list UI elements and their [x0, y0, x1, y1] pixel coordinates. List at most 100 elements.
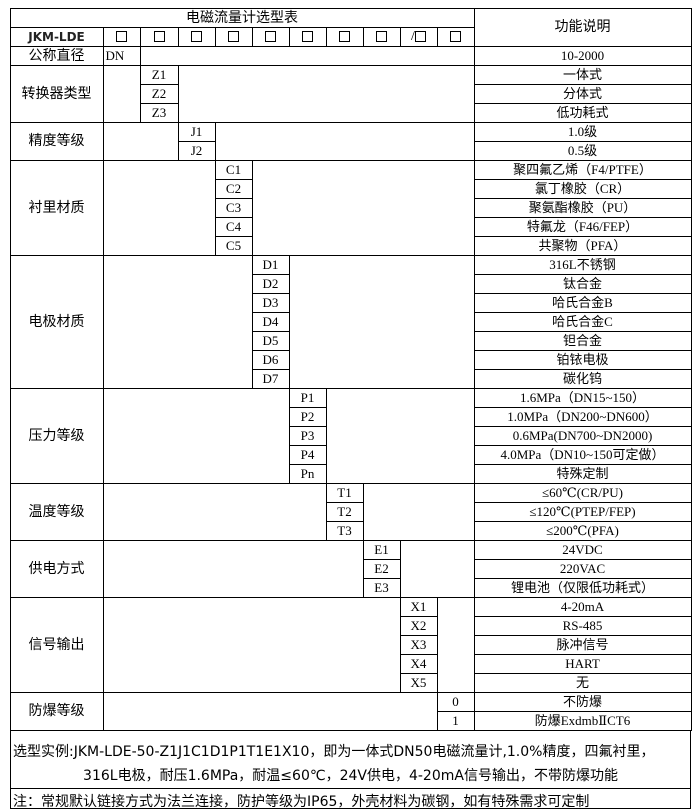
option-description: RS-485	[473, 615, 692, 636]
option-code: X5	[399, 672, 438, 693]
option-code: X3	[399, 634, 438, 655]
option-description: 钛合金	[473, 273, 692, 294]
option-description: 氯丁橡胶（CR）	[473, 178, 692, 199]
option-code: D7	[251, 368, 290, 389]
option-code: X4	[399, 653, 438, 674]
option-description: 1.0级	[473, 121, 692, 142]
option-code: T3	[325, 520, 364, 541]
blank-cell	[325, 387, 475, 484]
code-slot	[436, 26, 475, 47]
option-code: X1	[399, 596, 438, 617]
option-code: C2	[214, 178, 253, 199]
code-slot	[251, 26, 290, 47]
option-code: Z1	[139, 64, 179, 85]
code-slot	[102, 26, 141, 47]
option-code: X2	[399, 615, 438, 636]
option-description: ≤200℃(PFA)	[473, 520, 692, 541]
option-code: 1	[436, 710, 475, 731]
option-description: 哈氏合金B	[473, 292, 692, 313]
option-code: 0	[436, 691, 475, 712]
option-code: C1	[214, 159, 253, 180]
group-label: 精度等级	[9, 121, 104, 161]
option-description: 聚氨酯橡胶（PU）	[473, 197, 692, 218]
empty-box-icon	[116, 31, 127, 42]
option-code: T2	[325, 501, 364, 522]
option-code: D6	[251, 349, 290, 370]
option-description: 碳化钨	[473, 368, 692, 389]
function-header: 功能说明	[473, 7, 692, 47]
option-code: C5	[214, 235, 253, 256]
blank-cell	[288, 254, 475, 389]
blank-cell	[139, 45, 475, 66]
group-label: 电极材质	[9, 254, 104, 389]
empty-box-icon	[302, 31, 313, 42]
option-code: C4	[214, 216, 253, 237]
option-description: 0.6MPa(DN700~DN2000)	[473, 425, 692, 446]
example-line-1: 选型实例:JKM-LDE-50-Z1J1C1D1P1T1E1X10，即为一体式D…	[13, 744, 655, 760]
option-description: 4.0MPa（DN10~150可定做）	[473, 444, 692, 465]
code-slot	[214, 26, 253, 47]
example-line-2: 316L电极，耐压1.6MPa，耐温≤60℃，24V供电，4-20mA信号输出，…	[83, 768, 618, 784]
nominal-diameter-code: DN	[102, 45, 141, 66]
group-label: 转换器类型	[9, 64, 104, 123]
option-description: ≤60℃(CR/PU)	[473, 482, 692, 503]
empty-box-icon	[376, 31, 387, 42]
blank-cell	[102, 691, 438, 731]
option-code: D1	[251, 254, 290, 275]
blank-cell	[177, 64, 475, 123]
blank-cell	[102, 539, 364, 598]
option-code: E1	[362, 539, 401, 560]
option-code: T1	[325, 482, 364, 503]
option-description: 低功耗式	[473, 102, 692, 123]
option-code: D5	[251, 330, 290, 351]
blank-cell	[102, 121, 179, 161]
blank-cell	[362, 482, 475, 541]
code-slot	[288, 26, 327, 47]
model-prefix: JKM-LDE	[9, 26, 104, 47]
option-code: P3	[288, 425, 327, 446]
empty-box-icon	[191, 31, 202, 42]
table-title: 电磁流量计选型表	[9, 7, 475, 28]
option-code: E2	[362, 558, 401, 579]
option-description: 哈氏合金C	[473, 311, 692, 332]
code-slot	[325, 26, 364, 47]
option-code: D4	[251, 311, 290, 332]
option-description: 316L不锈钢	[473, 254, 692, 275]
empty-box-icon	[228, 31, 239, 42]
option-code: E3	[362, 577, 401, 598]
slot-separator: /	[411, 28, 415, 44]
nominal-diameter-description: 10-2000	[473, 45, 692, 66]
option-code: D2	[251, 273, 290, 294]
option-code: J1	[177, 121, 216, 142]
option-description: 防爆ExdmbⅡCT6	[473, 710, 692, 731]
option-description: 共聚物（PFA）	[473, 235, 692, 256]
empty-box-icon	[153, 31, 165, 42]
empty-box-icon	[265, 31, 276, 42]
option-description: 不防爆	[473, 691, 692, 712]
option-code: J2	[177, 140, 216, 161]
option-description: 聚四氟乙烯（F4/PTFE）	[473, 159, 692, 180]
blank-cell	[102, 482, 327, 541]
option-description: 钽合金	[473, 330, 692, 351]
blank-cell	[436, 596, 475, 693]
code-slot: /	[399, 26, 438, 47]
group-label: 信号输出	[9, 596, 104, 693]
blank-cell	[102, 159, 216, 256]
empty-box-icon	[339, 31, 350, 42]
code-slot	[139, 26, 179, 47]
option-description: ≤120℃(PTEP/FEP)	[473, 501, 692, 522]
option-description: 特氟龙（F46/FEP）	[473, 216, 692, 237]
option-code: D3	[251, 292, 290, 313]
option-code: Z2	[139, 83, 179, 104]
option-code: P1	[288, 387, 327, 408]
option-code: P4	[288, 444, 327, 465]
option-description: 铂铱电极	[473, 349, 692, 370]
option-description: 24VDC	[473, 539, 692, 560]
blank-cell	[251, 159, 475, 256]
blank-cell	[102, 254, 253, 389]
option-code: Z3	[139, 102, 179, 123]
group-label: 温度等级	[9, 482, 104, 541]
blank-cell	[102, 387, 290, 484]
option-description: 1.6MPa（DN15~150）	[473, 387, 692, 408]
option-description: 分体式	[473, 83, 692, 104]
